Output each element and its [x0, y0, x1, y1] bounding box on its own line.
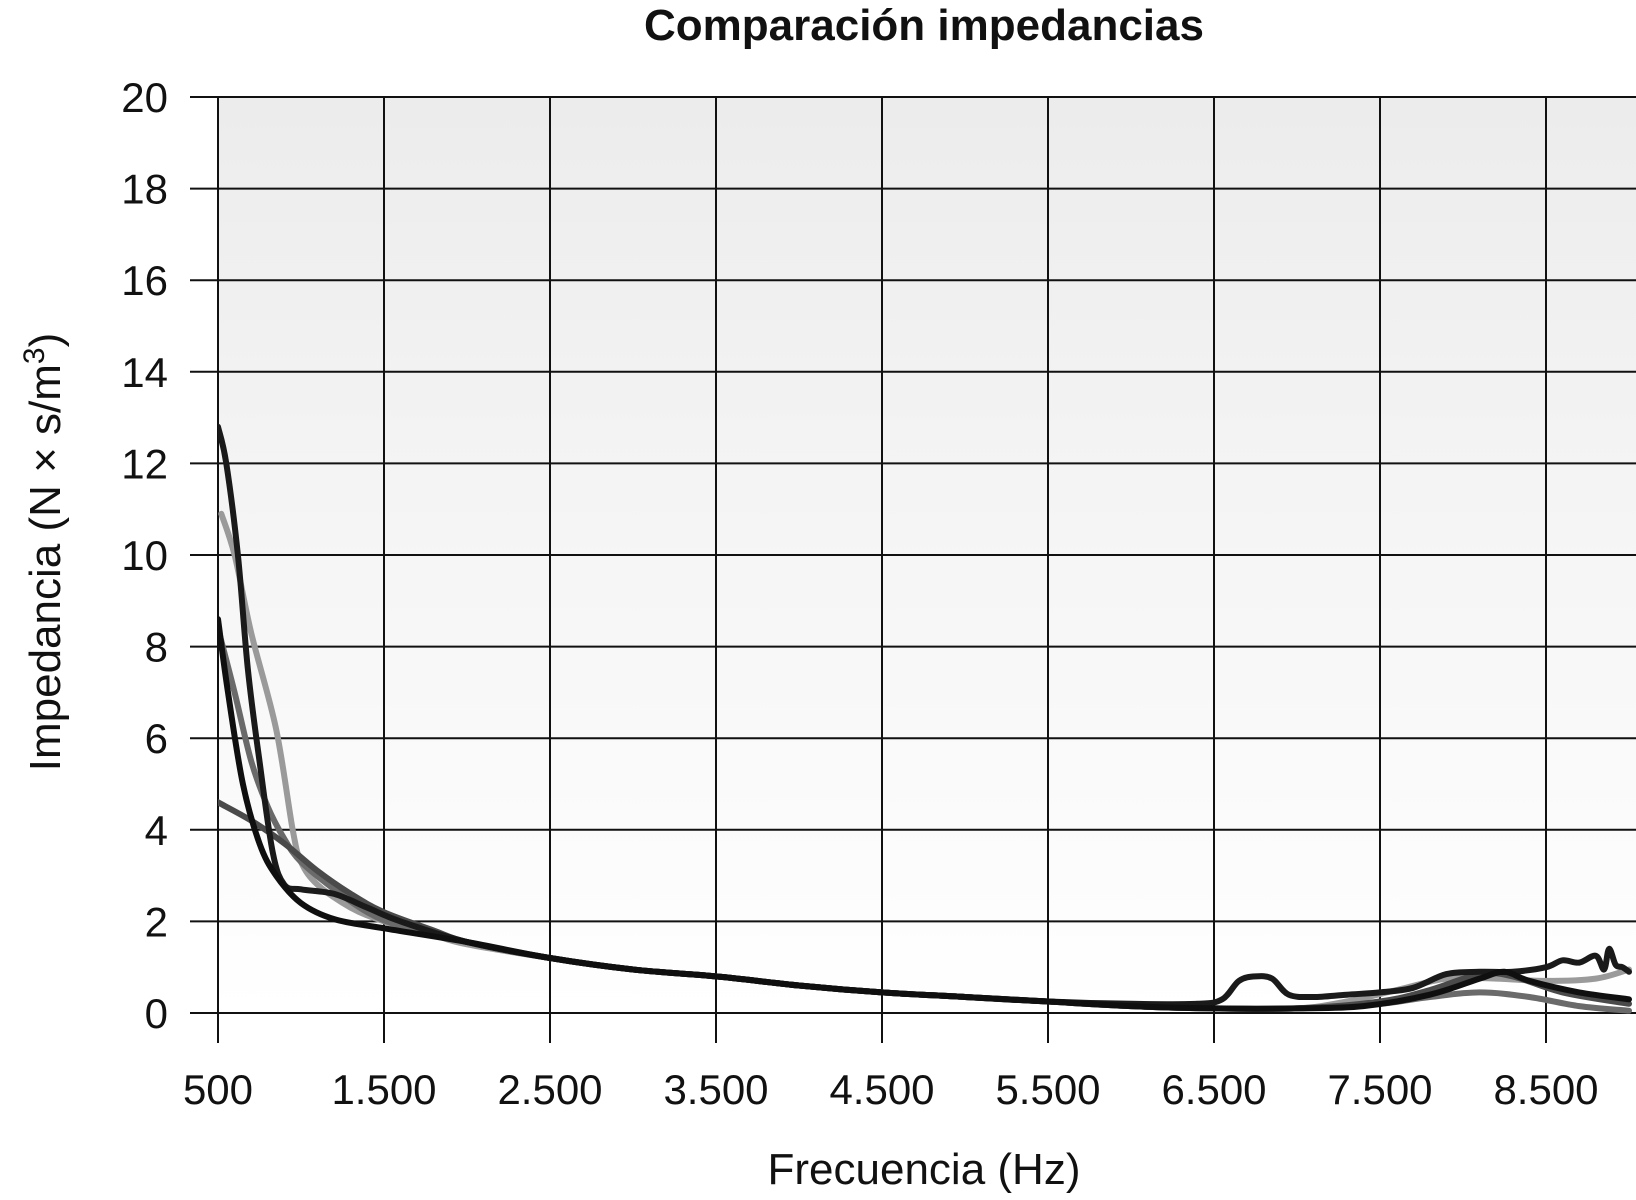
y-tick-label: 14 — [121, 349, 168, 396]
x-tick-label: 6.500 — [1161, 1066, 1266, 1113]
x-tick-label: 2.500 — [497, 1066, 602, 1113]
y-gridlines — [190, 96, 1636, 1014]
x-gridlines — [217, 97, 1547, 1043]
y-tick-label: 20 — [121, 74, 168, 121]
y-tick-label: 0 — [145, 990, 168, 1037]
y-tick-label: 16 — [121, 257, 168, 304]
y-axis-label: Impedancia (N × s/m3) — [18, 333, 70, 772]
y-axis-label-close: ) — [21, 333, 70, 348]
x-tick-label: 7.500 — [1327, 1066, 1432, 1113]
y-tick-label: 10 — [121, 532, 168, 579]
x-tick-label: 500 — [183, 1066, 253, 1113]
chart-title: Comparación impedancias — [644, 1, 1204, 50]
y-axis-label-superscript: 3 — [18, 347, 51, 364]
y-axis-label-main: Impedancia (N × s/m — [21, 364, 70, 771]
y-tick-label: 6 — [145, 715, 168, 762]
x-tick-label: 1.500 — [331, 1066, 436, 1113]
x-tick-label: 4.500 — [829, 1066, 934, 1113]
x-tick-label: 5.500 — [995, 1066, 1100, 1113]
x-tick-label: 8.500 — [1493, 1066, 1598, 1113]
y-tick-label: 12 — [121, 440, 168, 487]
y-tick-label: 8 — [145, 624, 168, 671]
y-tick-label: 18 — [121, 166, 168, 213]
y-tick-label: 4 — [145, 807, 168, 854]
x-tick-labels: 500 1.500 2.500 3.500 4.500 5.500 6.500 7.500 8.… — [183, 1066, 1599, 1113]
x-tick-label: 3.500 — [663, 1066, 768, 1113]
x-axis-label: Frecuencia (Hz) — [768, 1145, 1081, 1194]
series-layer — [218, 423, 1632, 1014]
series-line-5 — [218, 616, 1632, 1012]
y-tick-label: 2 — [145, 898, 168, 945]
y-tick-labels: 0 2 4 6 8 10 12 14 16 18 20 — [121, 74, 168, 1037]
